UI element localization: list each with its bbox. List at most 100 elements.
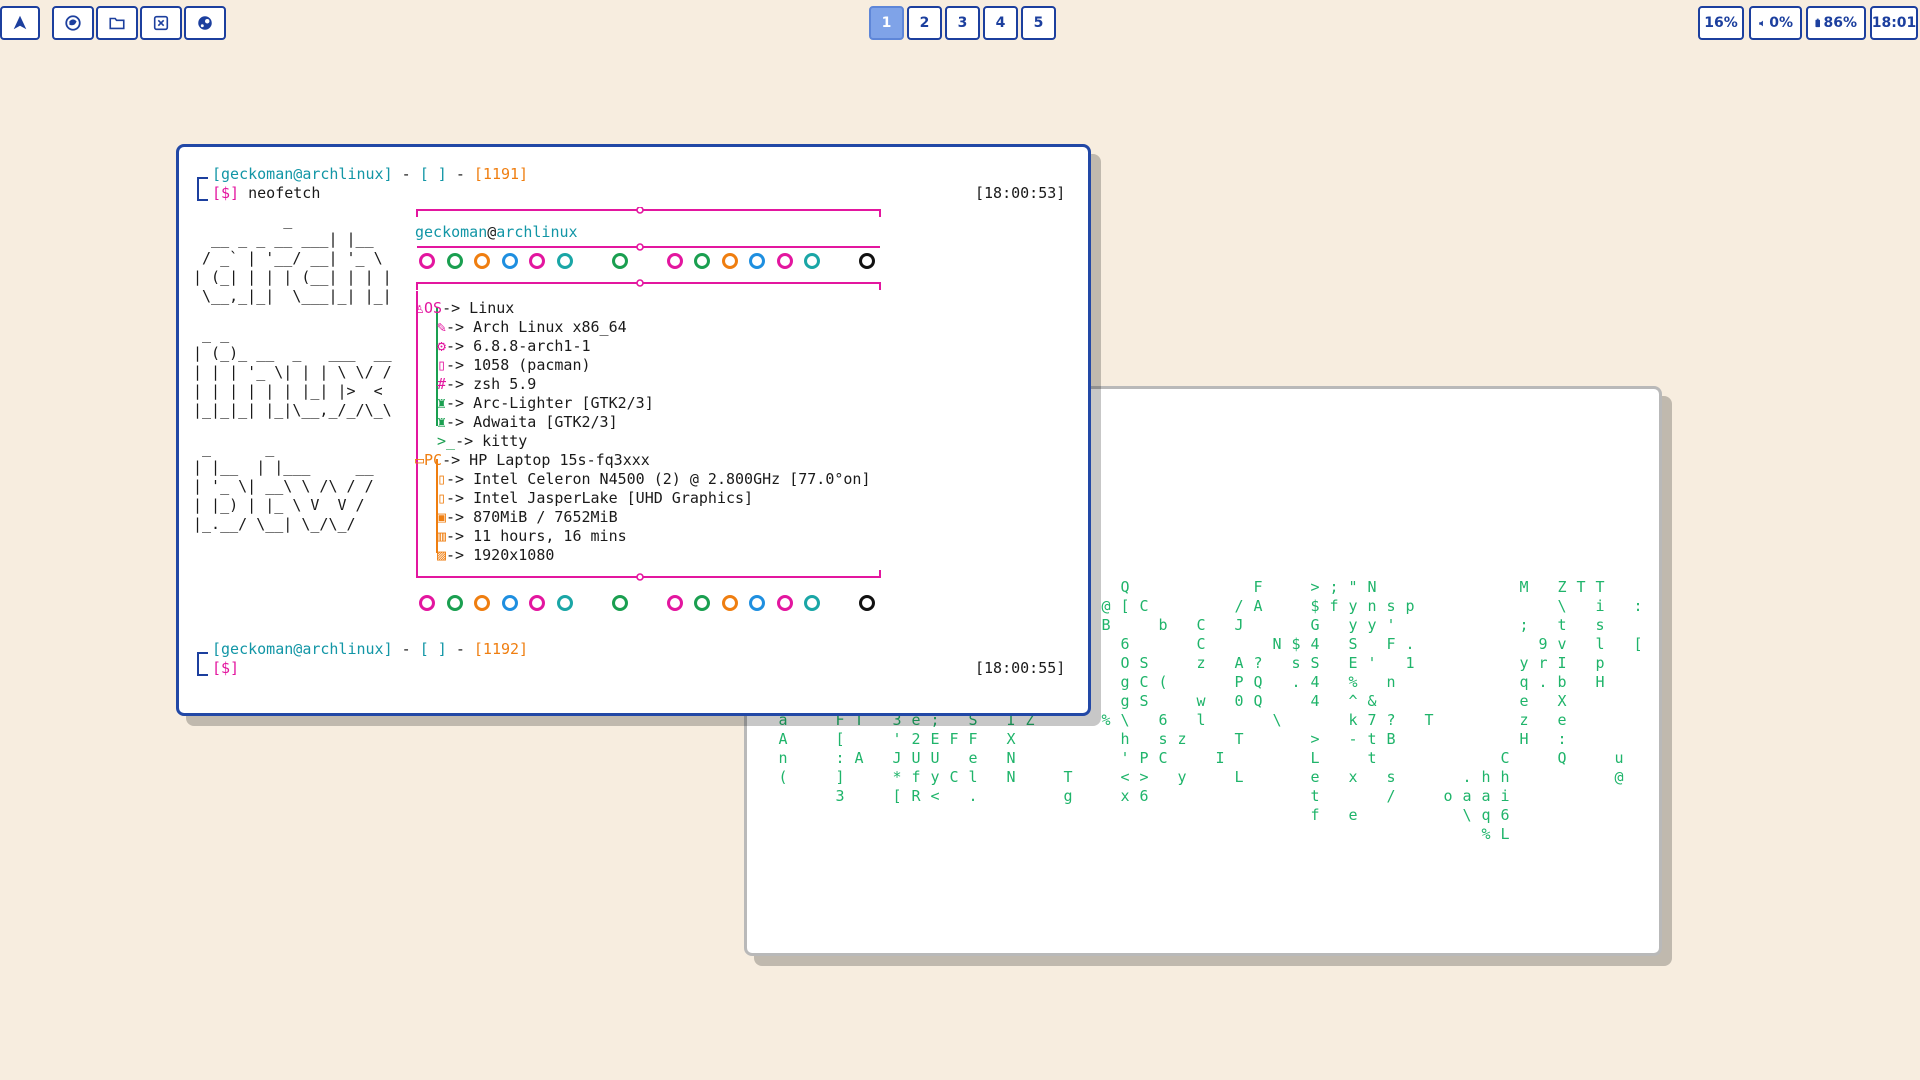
matrix-glyph [1613, 616, 1625, 635]
battery-indicator[interactable]: 86% [1806, 6, 1866, 40]
files-launcher[interactable] [96, 6, 138, 40]
matrix-glyph [1214, 616, 1226, 635]
matrix-glyph [1138, 559, 1150, 578]
matrix-glyph [1442, 559, 1454, 578]
matrix-glyph: / [1386, 787, 1396, 805]
matrix-glyph: L [1234, 768, 1244, 786]
matrix-glyph: r [1538, 654, 1548, 672]
matrix-glyph: h [1500, 768, 1510, 786]
matrix-glyph [1385, 559, 1397, 578]
cpu-indicator[interactable]: 16% [1698, 6, 1744, 40]
matrix-glyph: q [1519, 673, 1529, 691]
editor-launcher[interactable] [140, 6, 182, 40]
matrix-glyph: T [1424, 711, 1434, 729]
matrix-glyph: % [1481, 825, 1491, 843]
matrix-glyph [1100, 445, 1112, 464]
matrix-glyph: f [1310, 806, 1320, 824]
matrix-glyph [1594, 502, 1606, 521]
header-user: geckoman [415, 223, 488, 241]
workspace-1-button[interactable]: 1 [869, 6, 904, 40]
matrix-glyph: ' [1367, 654, 1377, 672]
terminal-window-neofetch[interactable]: [geckoman@archlinux] - [ ] - [1191] [$] … [176, 144, 1091, 716]
matrix-glyph [1195, 578, 1207, 597]
matrix-glyph: C [1139, 597, 1149, 615]
matrix-glyph [1423, 673, 1435, 692]
matrix-glyph: 3 [892, 711, 902, 729]
matrix-glyph [1100, 559, 1112, 578]
matrix-glyph: C [1500, 749, 1510, 767]
matrix-glyph: $ [1310, 597, 1320, 615]
matrix-column: @ B % [1100, 407, 1112, 730]
matrix-glyph: ? [1253, 654, 1263, 672]
battery-icon [1815, 18, 1821, 28]
workspace-2-button[interactable]: 2 [907, 6, 942, 40]
pc-label: PC [424, 451, 443, 469]
matrix-glyph: * [892, 768, 902, 786]
matrix-glyph [1252, 616, 1264, 635]
matrix-column: " y y S E% ^ k - x e [1347, 407, 1359, 825]
matrix-glyph: . [968, 787, 978, 805]
matrix-column: N \ [1271, 407, 1283, 730]
matrix-glyph [1461, 730, 1473, 749]
matrix-glyph [1195, 445, 1207, 464]
matrix-glyph: F [1253, 578, 1263, 596]
workspace-3-button[interactable]: 3 [945, 6, 980, 40]
matrix-glyph: Q [1253, 692, 1263, 710]
matrix-glyph: 6 [1500, 806, 1510, 824]
matrix-glyph: / [1234, 597, 1244, 615]
matrix-glyph: t [1310, 787, 1320, 805]
matrix-glyph: I [1557, 654, 1567, 672]
matrix-glyph: 6 [1120, 635, 1130, 653]
matrix-glyph: n [1386, 673, 1396, 691]
matrix-glyph [1271, 483, 1283, 502]
matrix-glyph: ( [1158, 673, 1168, 691]
package-icon: ▯ [437, 356, 447, 374]
matrix-glyph: i [1595, 597, 1605, 615]
matrix-glyph [1176, 692, 1188, 711]
command-line-2[interactable]: [$] [212, 659, 239, 678]
hash-icon: # [437, 375, 447, 393]
matrix-glyph: z [1519, 711, 1529, 729]
matrix-glyph: \ [1120, 711, 1130, 729]
firefox-launcher[interactable] [52, 6, 94, 40]
matrix-glyph [1157, 635, 1169, 654]
matrix-glyph [1290, 521, 1302, 540]
matrix-glyph [1404, 521, 1416, 540]
matrix-glyph [1404, 540, 1416, 559]
volume-indicator[interactable]: 0% [1749, 6, 1802, 40]
uptime-icon: ▥ [437, 527, 447, 545]
palette-dot [694, 253, 710, 269]
workspace-4-button[interactable]: 4 [983, 6, 1018, 40]
workspace-5-button[interactable]: 5 [1021, 6, 1056, 40]
matrix-glyph [1309, 521, 1321, 540]
matrix-glyph [1461, 578, 1473, 597]
matrix-glyph [1537, 483, 1549, 502]
matrix-glyph [1613, 578, 1625, 597]
matrix-glyph [1119, 540, 1131, 559]
matrix-glyph: s [1291, 654, 1301, 672]
matrix-glyph [1214, 730, 1226, 749]
info-distro: ✎-> Arch Linux x86_64 [437, 318, 627, 337]
palette-dot [666, 595, 683, 611]
matrix-glyph [1385, 540, 1397, 559]
matrix-glyph [1100, 635, 1112, 654]
matrix-glyph: q [1481, 806, 1491, 824]
matrix-glyph [1442, 426, 1454, 445]
matrix-glyph [1309, 407, 1321, 426]
matrix-glyph [1537, 407, 1549, 426]
clock[interactable]: 18:01 [1870, 6, 1918, 40]
matrix-glyph [1575, 483, 1587, 502]
matrix-glyph [1594, 559, 1606, 578]
memory-value: -> 870MiB / 7652MiB [446, 508, 618, 526]
matrix-glyph [1404, 407, 1416, 426]
matrix-glyph: U [930, 749, 940, 767]
arch-menu-button[interactable] [0, 6, 40, 40]
steam-launcher[interactable] [184, 6, 226, 40]
matrix-glyph [1556, 521, 1568, 540]
matrix-glyph: A [1253, 597, 1263, 615]
matrix-glyph: & [1367, 692, 1377, 710]
matrix-glyph [1290, 597, 1302, 616]
